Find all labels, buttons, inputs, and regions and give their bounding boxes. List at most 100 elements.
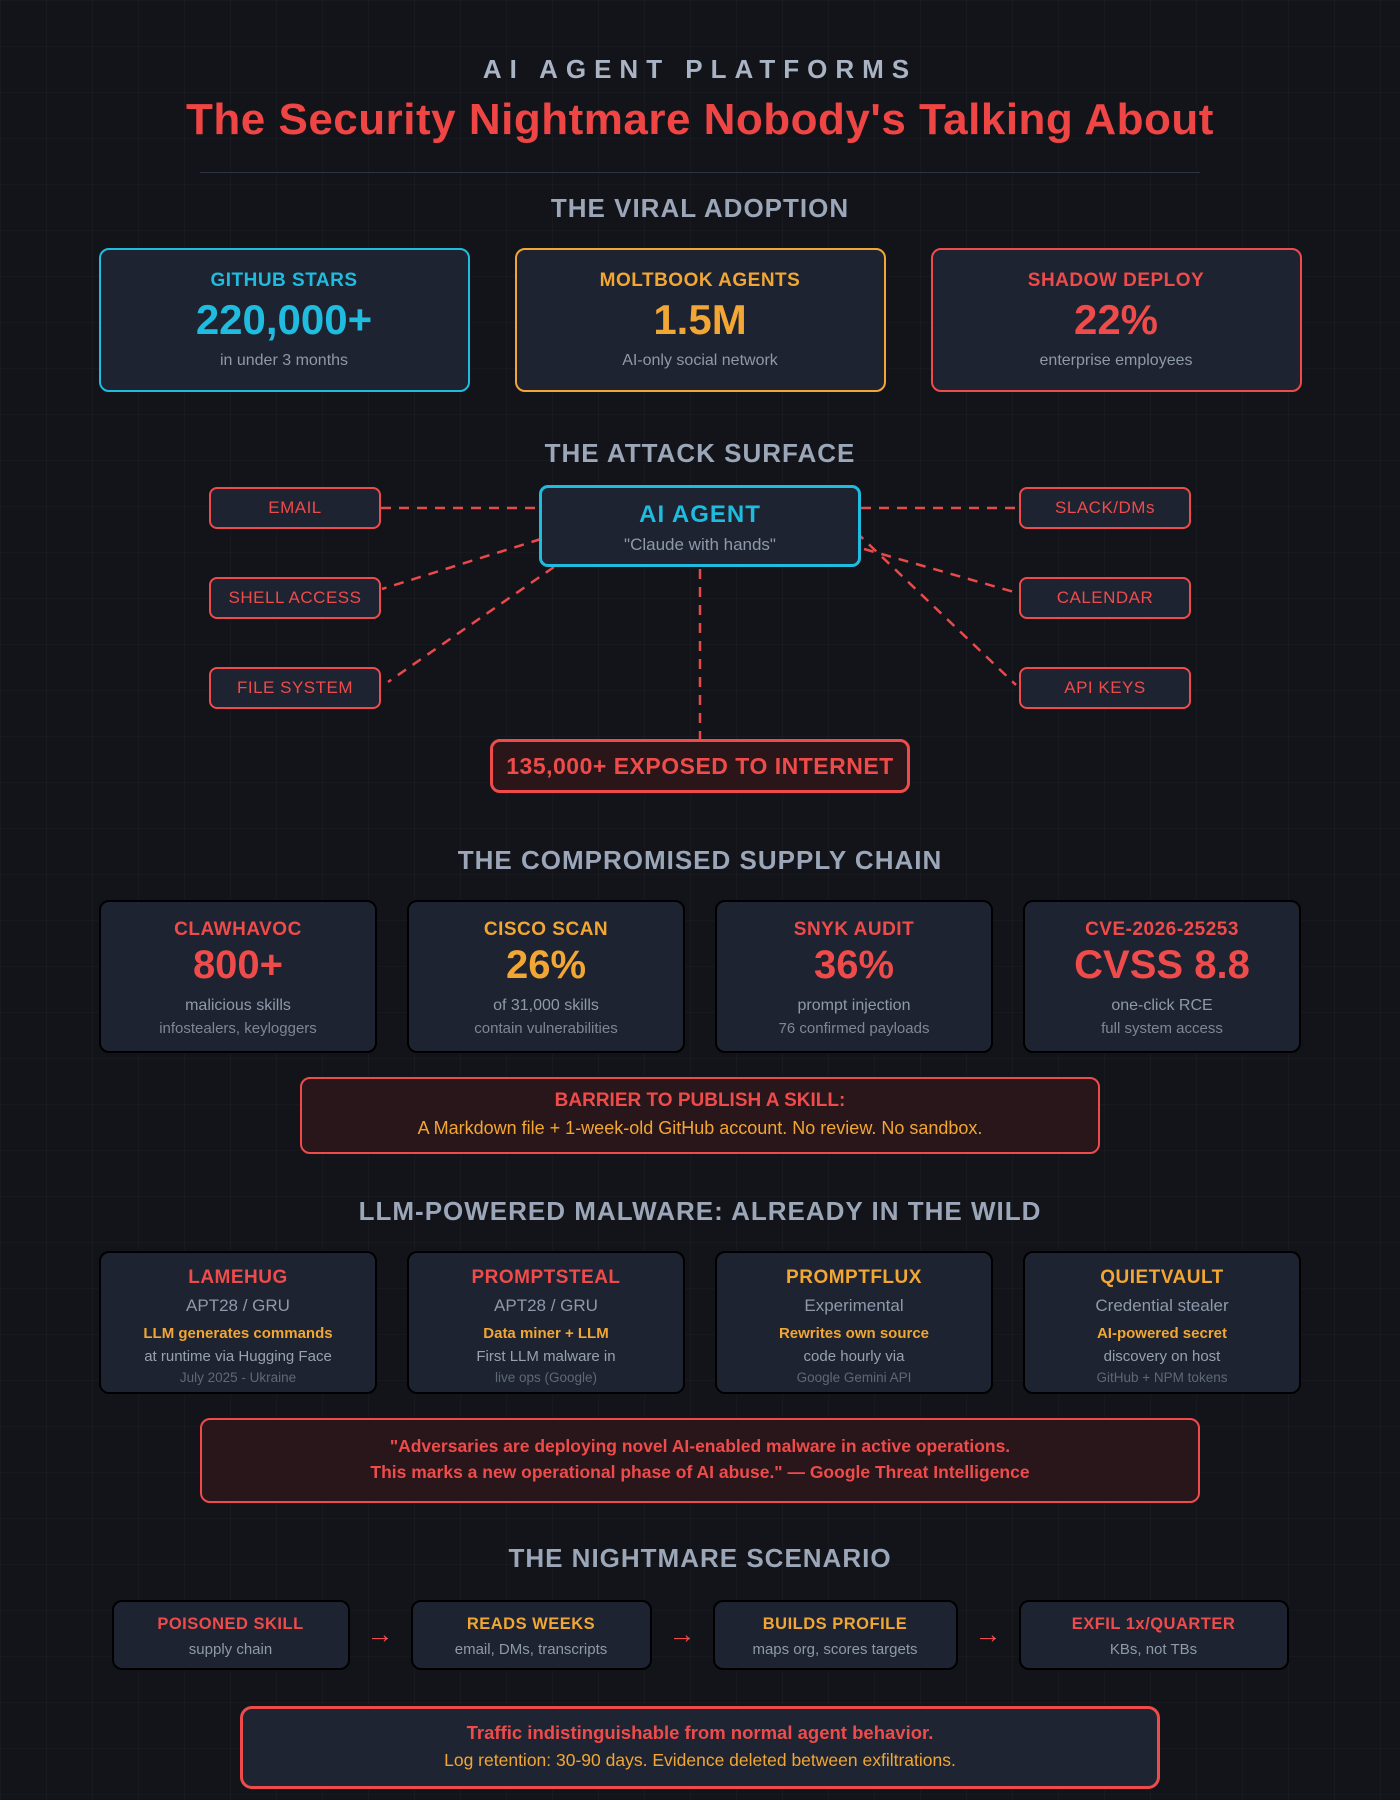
card-title: SNYK AUDIT xyxy=(793,919,915,940)
malware-card-promptflux: PROMPTFLUX Experimental Rewrites own sou… xyxy=(715,1251,993,1394)
flow-arrow-icon: → xyxy=(974,1619,1002,1649)
barrier-title: BARRIER TO PUBLISH A SKILL: xyxy=(554,1090,846,1111)
step-sub: maps org, scores targets xyxy=(752,1640,918,1658)
section-heading-supply-chain: THE COMPROMISED SUPPLY CHAIN xyxy=(457,845,943,875)
card-title: CLAWHAVOC xyxy=(174,919,302,940)
attack-node-email: EMAIL xyxy=(209,487,381,529)
page-title: The Security Nightmare Nobody's Talking … xyxy=(186,95,1214,144)
card-title: PROMPTSTEAL xyxy=(471,1267,621,1288)
stat-label: GITHUB STARS xyxy=(210,270,358,291)
card-highlight: LLM generates commands xyxy=(143,1325,333,1342)
step-sub: KBs, not TBs xyxy=(1109,1640,1198,1658)
card-line1: prompt injection xyxy=(797,997,911,1014)
section-heading-malware: LLM-POWERED MALWARE: ALREADY IN THE WILD xyxy=(358,1196,1042,1226)
barrier-banner: BARRIER TO PUBLISH A SKILL: A Markdown f… xyxy=(300,1077,1100,1154)
barrier-text: A Markdown file + 1-week-old GitHub acco… xyxy=(417,1118,983,1138)
stat-value: 1.5M xyxy=(653,296,747,343)
card-line1: of 31,000 skills xyxy=(493,997,599,1014)
section-heading-nightmare: THE NIGHTMARE SCENARIO xyxy=(508,1542,892,1573)
card-footnote: July 2025 - Ukraine xyxy=(179,1370,297,1385)
card-detail: at runtime via Hugging Face xyxy=(144,1348,332,1365)
card-attribution: APT28 / GRU xyxy=(494,1296,598,1315)
stat-card-github-stars: GITHUB STARS 220,000+ in under 3 months xyxy=(98,248,470,392)
card-title: PROMPTFLUX xyxy=(786,1267,922,1288)
supply-card-cisco-scan: CISCO SCAN 26% of 31,000 skills contain … xyxy=(407,900,685,1053)
card-line2: infostealers, keyloggers xyxy=(159,1020,317,1037)
attack-node-slack-dms: SLACK/DMs xyxy=(1019,487,1191,529)
card-attribution: Experimental xyxy=(804,1296,904,1315)
card-line2: full system access xyxy=(1101,1020,1223,1037)
attack-node-file-system: FILE SYSTEM xyxy=(209,667,381,709)
ai-agent-subtitle: "Claude with hands" xyxy=(624,535,776,554)
attack-node-calendar: CALENDAR xyxy=(1019,577,1191,619)
card-value: 26% xyxy=(505,943,587,987)
supply-card-cve: CVE-2026-25253 CVSS 8.8 one-click RCE fu… xyxy=(1023,900,1301,1053)
card-attribution: Credential stealer xyxy=(1095,1296,1229,1315)
stat-label: SHADOW DEPLOY xyxy=(1027,270,1205,291)
card-detail: First LLM malware in xyxy=(476,1348,616,1365)
card-highlight: Data miner + LLM xyxy=(483,1325,609,1342)
stat-card-moltbook-agents: MOLTBOOK AGENTS 1.5M AI-only social netw… xyxy=(514,248,886,392)
card-title: QUIETVAULT xyxy=(1100,1267,1224,1288)
title-divider xyxy=(200,172,1200,173)
card-line2: 76 confirmed payloads xyxy=(778,1020,930,1037)
card-value: CVSS 8.8 xyxy=(1074,943,1250,987)
attack-surface-diagram: EMAIL SHELL ACCESS FILE SYSTEM SLACK/DMs… xyxy=(98,477,1302,809)
card-attribution: APT28 / GRU xyxy=(186,1296,290,1315)
traffic-line2: Log retention: 30-90 days. Evidence dele… xyxy=(444,1749,956,1770)
supply-card-clawhavoc: CLAWHAVOC 800+ malicious skills infostea… xyxy=(99,900,377,1053)
card-value: 800+ xyxy=(192,943,284,987)
connector-lines xyxy=(381,506,1019,739)
step-title: READS WEEKS xyxy=(466,1614,596,1633)
malware-card-quietvault: QUIETVAULT Credential stealer AI-powered… xyxy=(1023,1251,1301,1394)
card-line1: malicious skills xyxy=(185,997,291,1014)
card-line1: one-click RCE xyxy=(1111,997,1213,1014)
card-footnote: live ops (Google) xyxy=(494,1370,598,1385)
step-title: POISONED SKILL xyxy=(157,1614,304,1633)
step-title: EXFIL 1x/QUARTER xyxy=(1071,1614,1236,1633)
step-poisoned-skill: POISONED SKILL supply chain xyxy=(111,1599,350,1670)
card-detail: discovery on host xyxy=(1103,1348,1221,1365)
card-detail: code hourly via xyxy=(803,1348,905,1365)
section-heading-attack-surface: THE ATTACK SURFACE xyxy=(544,438,856,468)
step-exfil: EXFIL 1x/QUARTER KBs, not TBs xyxy=(1018,1599,1289,1670)
viral-adoption-card-row: GITHUB STARS 220,000+ in under 3 months … xyxy=(98,248,1302,392)
supply-card-snyk-audit: SNYK AUDIT 36% prompt injection 76 confi… xyxy=(715,900,993,1053)
card-title: LAMEHUG xyxy=(188,1267,288,1288)
malware-card-row: LAMEHUG APT28 / GRU LLM generates comman… xyxy=(98,1251,1302,1394)
card-title: CISCO SCAN xyxy=(483,919,609,940)
card-value: 36% xyxy=(813,943,895,987)
malware-card-promptsteal: PROMPTSTEAL APT28 / GRU Data miner + LLM… xyxy=(407,1251,685,1394)
card-footnote: GitHub + NPM tokens xyxy=(1096,1370,1228,1385)
stat-card-shadow-deploy: SHADOW DEPLOY 22% enterprise employees xyxy=(930,248,1302,392)
stat-sub: enterprise employees xyxy=(1039,352,1193,369)
step-title: BUILDS PROFILE xyxy=(762,1614,908,1633)
supply-chain-card-row: CLAWHAVOC 800+ malicious skills infostea… xyxy=(98,900,1302,1053)
step-builds-profile: BUILDS PROFILE maps org, scores targets xyxy=(712,1599,958,1670)
quote-line2: This marks a new operational phase of AI… xyxy=(370,1462,1030,1483)
ai-agent-box: AI AGENT "Claude with hands" xyxy=(539,485,861,567)
card-line2: contain vulnerabilities xyxy=(474,1020,618,1037)
card-highlight: AI-powered secret xyxy=(1096,1325,1228,1342)
attack-node-shell-access: SHELL ACCESS xyxy=(209,577,381,619)
header-kicker: AI AGENT PLATFORMS xyxy=(482,54,918,84)
step-sub: email, DMs, transcripts xyxy=(454,1640,608,1658)
traffic-banner: Traffic indistinguishable from normal ag… xyxy=(240,1705,1160,1789)
stat-label: MOLTBOOK AGENTS xyxy=(599,270,801,291)
card-highlight: Rewrites own source xyxy=(778,1325,930,1342)
stat-value: 220,000+ xyxy=(195,296,373,343)
step-sub: supply chain xyxy=(188,1640,273,1658)
ai-agent-title: AI AGENT xyxy=(639,501,761,528)
card-footnote: Google Gemini API xyxy=(796,1370,912,1385)
stat-value: 22% xyxy=(1073,296,1159,343)
section-heading-viral-adoption: THE VIRAL ADOPTION xyxy=(550,193,850,223)
traffic-line1: Traffic indistinguishable from normal ag… xyxy=(466,1721,934,1743)
card-title: CVE-2026-25253 xyxy=(1085,919,1239,940)
stat-sub: AI-only social network xyxy=(622,352,778,369)
attack-node-api-keys: API KEYS xyxy=(1019,667,1191,709)
flow-arrow-icon: → xyxy=(366,1619,394,1649)
threat-intel-quote-banner: "Adversaries are deploying novel AI-enab… xyxy=(200,1418,1200,1503)
malware-card-lamehug: LAMEHUG APT28 / GRU LLM generates comman… xyxy=(99,1251,377,1394)
stat-sub: in under 3 months xyxy=(219,352,349,369)
